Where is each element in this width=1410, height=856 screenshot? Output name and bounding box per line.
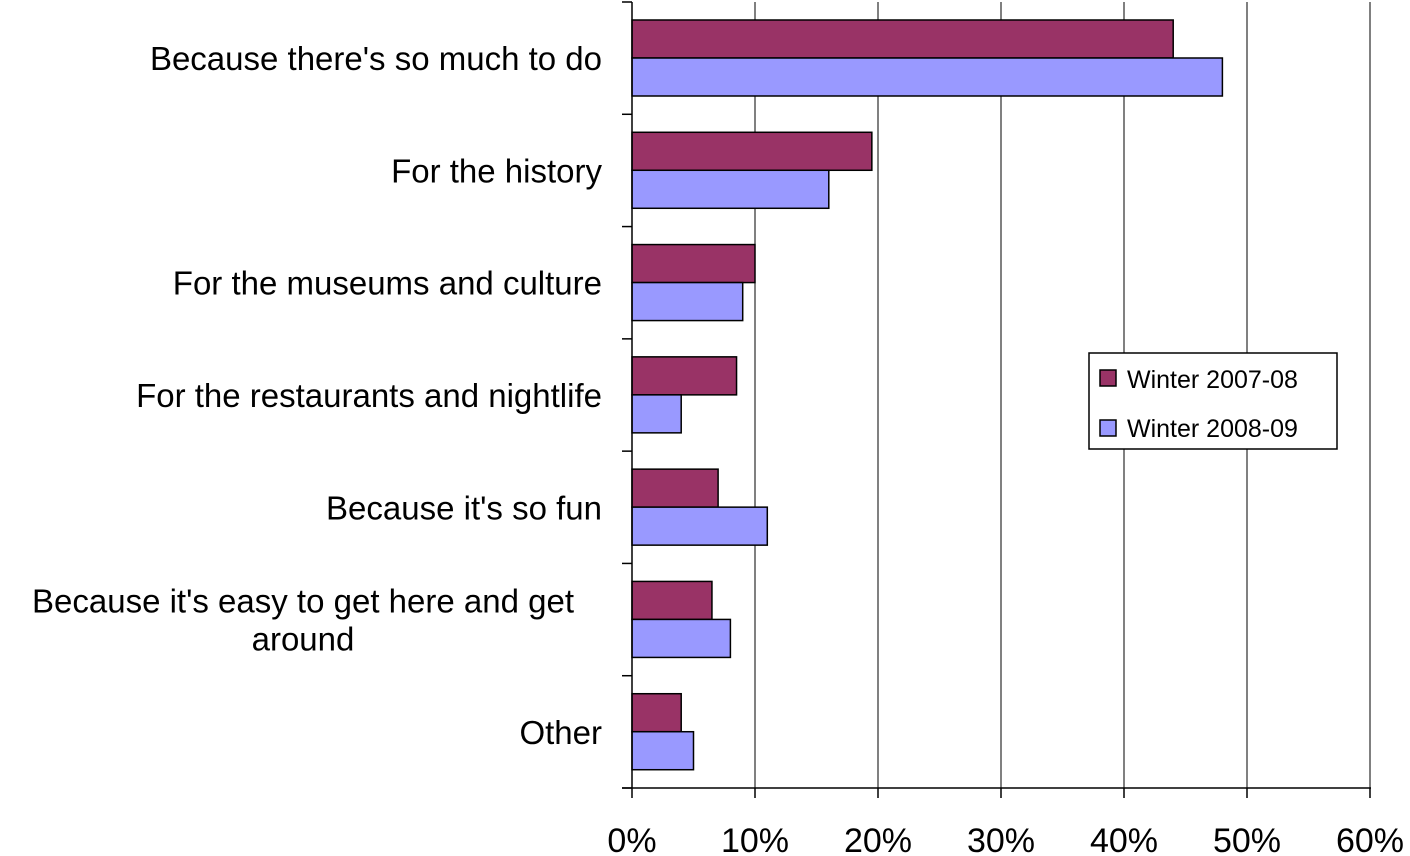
category-label-because-it-s-easy-to-get-here-and-get-around: around xyxy=(252,621,355,658)
bars xyxy=(631,19,1224,771)
x-tick-label-10: 10% xyxy=(721,822,789,856)
tick-labels: 0% 10% 20% 30% 40% 50% 60% xyxy=(607,822,1404,856)
category-label-other: Other xyxy=(519,714,602,751)
x-tick-label-60: 60% xyxy=(1336,822,1404,856)
category-label-for-the-history: For the history xyxy=(391,152,602,189)
bar-winter-2007-08-because-it-s-so-fun xyxy=(631,468,719,508)
bar-winter-2008-09-other xyxy=(631,730,695,771)
legend-label-winter-2008-09: Winter 2008-09 xyxy=(1127,415,1298,443)
axes xyxy=(622,1,1371,798)
category-label-for-the-museums-and-culture: For the museums and culture xyxy=(173,265,602,302)
legend-box xyxy=(1088,352,1338,450)
bar-winter-2007-08-because-it-s-easy-to-get-here-and-get-around xyxy=(631,580,713,621)
bar-winter-2007-08-for-the-restaurants-and-nightlife xyxy=(631,356,738,396)
legend-label-winter-2007-08: Winter 2007-08 xyxy=(1127,366,1298,394)
x-tick-label-50: 50% xyxy=(1213,822,1281,856)
legend-swatch-winter-2008-09 xyxy=(1099,419,1117,437)
bar-winter-2007-08-for-the-history xyxy=(631,131,873,172)
bar-winter-2008-09-because-there-s-so-much-to-do xyxy=(631,57,1224,97)
bar-winter-2007-08-because-there-s-so-much-to-do xyxy=(631,19,1174,59)
bar-winter-2007-08-for-the-museums-and-culture xyxy=(631,243,756,284)
legend: Winter 2007-08 Winter 2008-09 xyxy=(1088,352,1338,450)
bar-winter-2008-09-because-it-s-easy-to-get-here-and-get-around xyxy=(631,618,732,659)
x-tick-label-30: 30% xyxy=(967,822,1035,856)
bar-winter-2008-09-for-the-history xyxy=(631,169,830,210)
legend-swatch-winter-2007-08 xyxy=(1099,369,1117,387)
bar-winter-2008-09-because-it-s-so-fun xyxy=(631,506,769,546)
bar-winter-2007-08-other xyxy=(631,692,682,733)
x-tick-label-40: 40% xyxy=(1090,822,1158,856)
category-labels: Because there's so much to do For the his… xyxy=(32,40,602,751)
x-tick-label-0: 0% xyxy=(607,822,656,856)
category-label-because-it-s-so-fun: Because it's so fun xyxy=(326,489,602,526)
x-tick-label-20: 20% xyxy=(844,822,912,856)
category-label-because-there-s-so-much-to-do: Because there's so much to do xyxy=(150,40,602,77)
bar-winter-2008-09-for-the-museums-and-culture xyxy=(631,281,744,322)
bar-winter-2008-09-for-the-restaurants-and-nightlife xyxy=(631,394,682,434)
category-label-because-it-s-easy-to-get-here-and-get-around: Because it's easy to get here and get xyxy=(32,583,574,620)
category-label-for-the-restaurants-and-nightlife: For the restaurants and nightlife xyxy=(136,377,602,414)
